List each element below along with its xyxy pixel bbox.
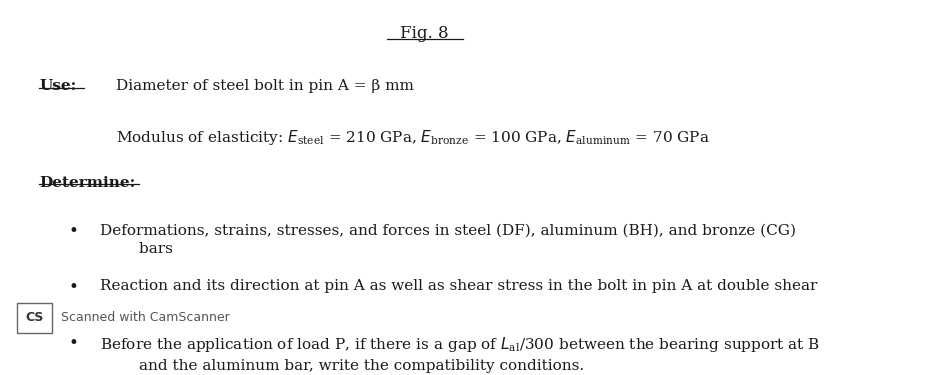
Text: Use:: Use: [39, 79, 76, 93]
Text: •: • [68, 335, 78, 352]
Text: CS: CS [25, 312, 44, 324]
Text: Modulus of elasticity: $E_{\mathregular{steel}}$ = 210 GPa, $E_{\mathregular{bro: Modulus of elasticity: $E_{\mathregular{… [116, 128, 709, 147]
Bar [17, 303, 52, 333]
Text: Determine:: Determine: [39, 176, 136, 190]
Text: •: • [68, 223, 78, 240]
Text: Deformations, strains, stresses, and forces in steel (DF), aluminum (BH), and br: Deformations, strains, stresses, and for… [101, 223, 797, 256]
Text: Diameter of steel bolt in pin A = β mm: Diameter of steel bolt in pin A = β mm [116, 79, 414, 93]
Text: •: • [68, 279, 78, 296]
Text: Fig. 8: Fig. 8 [401, 25, 449, 42]
Text: Reaction and its direction at pin A as well as shear stress in the bolt in pin A: Reaction and its direction at pin A as w… [101, 279, 818, 293]
Text: Before the application of load P, if there is a gap of $L_{\mathregular{al}}$/30: Before the application of load P, if the… [101, 335, 821, 373]
Text: Scanned with CamScanner: Scanned with CamScanner [61, 312, 229, 324]
